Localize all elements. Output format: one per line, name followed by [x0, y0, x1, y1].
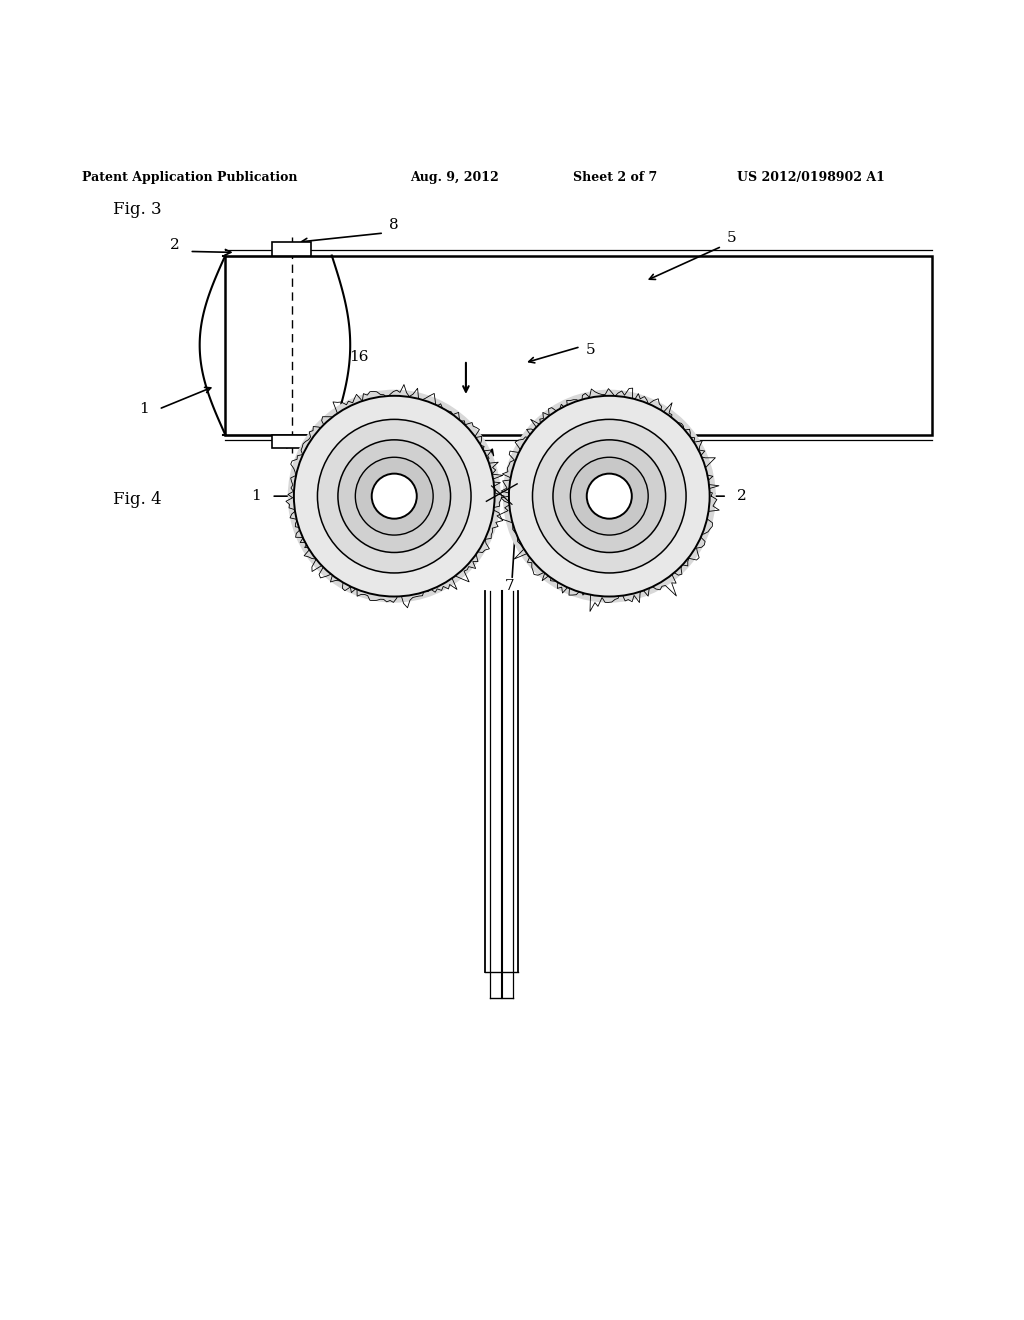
- Text: 2: 2: [737, 490, 748, 503]
- Text: 8: 8: [389, 218, 399, 232]
- Text: Aug. 9, 2012: Aug. 9, 2012: [410, 170, 499, 183]
- Text: 3: 3: [297, 450, 307, 465]
- Text: 2: 2: [169, 239, 179, 252]
- Text: 16: 16: [349, 350, 369, 364]
- Bar: [272, 434, 311, 447]
- Bar: [272, 242, 311, 256]
- Circle shape: [587, 474, 632, 519]
- Text: 5: 5: [727, 231, 736, 246]
- Text: Patent Application Publication: Patent Application Publication: [82, 170, 297, 183]
- Circle shape: [355, 457, 433, 535]
- Text: Fig. 3: Fig. 3: [113, 201, 161, 218]
- Bar: [483, 470, 520, 597]
- Circle shape: [372, 474, 417, 519]
- Circle shape: [317, 420, 471, 573]
- Circle shape: [338, 440, 451, 553]
- Text: 7: 7: [505, 579, 515, 593]
- Circle shape: [288, 389, 501, 603]
- Circle shape: [503, 389, 716, 603]
- Text: 3: 3: [365, 558, 374, 573]
- Circle shape: [509, 396, 710, 597]
- Circle shape: [532, 420, 686, 573]
- Text: Fig. 4: Fig. 4: [113, 491, 161, 508]
- Bar: [225, 256, 932, 434]
- Text: 1: 1: [138, 403, 148, 416]
- Text: US 2012/0198902 A1: US 2012/0198902 A1: [737, 170, 885, 183]
- Circle shape: [570, 457, 648, 535]
- Text: 6: 6: [442, 573, 453, 587]
- Text: 4: 4: [640, 450, 650, 465]
- Text: 1: 1: [251, 490, 261, 503]
- Text: 5: 5: [586, 343, 595, 356]
- Text: Sheet 2 of 7: Sheet 2 of 7: [573, 170, 657, 183]
- Circle shape: [294, 396, 495, 597]
- Circle shape: [553, 440, 666, 553]
